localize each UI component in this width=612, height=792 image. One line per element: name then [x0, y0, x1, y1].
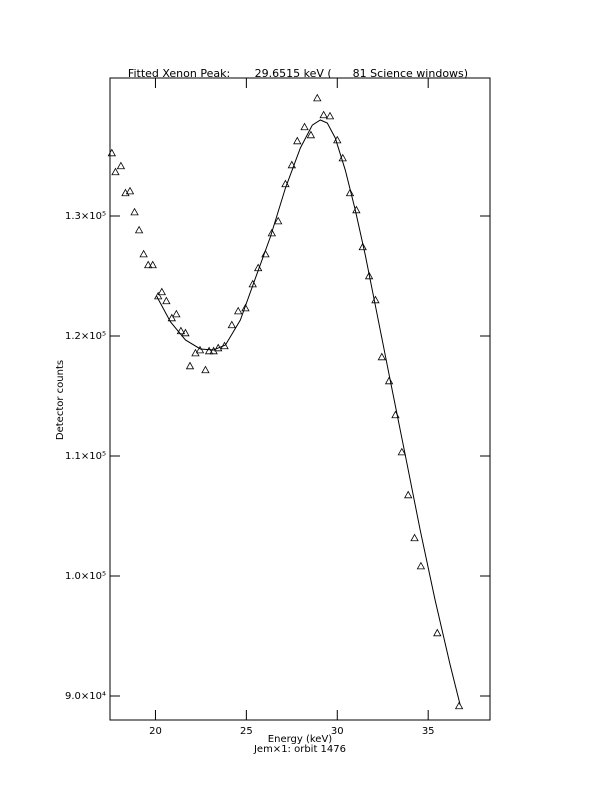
x-tick-label: 35 — [422, 726, 435, 737]
data-point — [267, 228, 276, 237]
data-point — [116, 161, 126, 170]
data-point — [195, 345, 205, 354]
data-point — [134, 225, 144, 234]
data-point — [397, 447, 406, 456]
data-point — [185, 361, 195, 370]
data-point — [130, 207, 139, 216]
data-point — [377, 352, 386, 361]
data-point — [433, 628, 442, 637]
data-point — [454, 701, 464, 710]
data-point — [241, 303, 250, 312]
x-axis-label: Energy (keV) — [268, 734, 333, 745]
data-point — [410, 533, 419, 542]
x-tick-label: 25 — [240, 726, 253, 737]
data-point — [358, 242, 367, 251]
data-point — [157, 287, 166, 296]
x-tick-label: 20 — [149, 726, 162, 737]
data-point — [345, 188, 355, 197]
chart-title: Fitted Xenon Peak: 29.6515 keV ( 81 Scie… — [128, 67, 468, 80]
data-point — [234, 306, 243, 315]
plot-frame — [109, 77, 491, 721]
data-point — [144, 260, 153, 269]
data-point — [125, 186, 135, 195]
data-point — [139, 249, 148, 258]
data-point — [300, 122, 309, 131]
data-point — [201, 365, 210, 374]
x-tick-label: 30 — [331, 726, 344, 737]
y-tick-label: 1.3×10⁵ — [65, 211, 106, 222]
data-point — [167, 313, 176, 322]
data-point — [287, 160, 296, 169]
data-point — [313, 93, 322, 102]
data-point — [364, 271, 374, 280]
data-point — [172, 309, 181, 318]
y-tick-label: 9.0×10⁴ — [65, 691, 106, 702]
data-point — [111, 167, 120, 176]
data-point — [325, 111, 335, 120]
subtitle: Jem×1: orbit 1476 — [253, 744, 346, 755]
y-tick-label: 1.2×10⁵ — [65, 331, 106, 342]
data-point — [384, 376, 394, 385]
data-point — [306, 130, 316, 139]
data-point — [274, 216, 283, 225]
data-point — [261, 249, 270, 258]
data-point — [148, 260, 157, 269]
y-tick-label: 1.0×10⁵ — [65, 571, 106, 582]
data-point — [293, 136, 302, 145]
data-point — [204, 346, 214, 355]
y-tick-label: 1.1×10⁵ — [65, 451, 106, 462]
data-point — [319, 110, 328, 119]
data-point — [162, 296, 171, 305]
data-point — [416, 561, 426, 570]
data-point — [404, 490, 413, 499]
data-point — [227, 320, 236, 329]
fit-line — [156, 119, 461, 706]
y-axis-label: Detector counts — [55, 360, 66, 440]
data-point — [181, 328, 190, 337]
data-point — [107, 148, 116, 157]
